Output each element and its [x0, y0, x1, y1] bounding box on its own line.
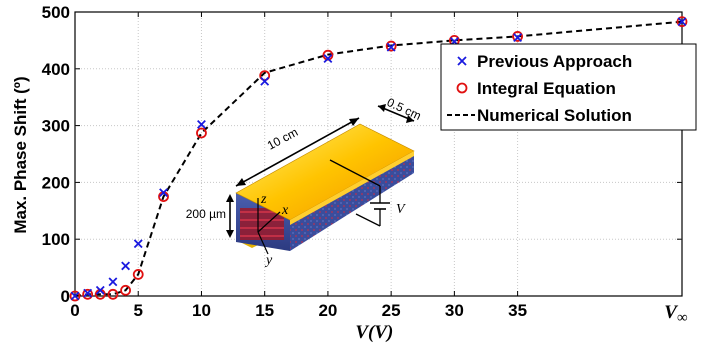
y-tick-label: 0: [61, 287, 70, 306]
x-tick-label: 0: [70, 301, 79, 320]
x-tick-label: 30: [445, 301, 464, 320]
inset-x-label: x: [281, 203, 289, 218]
y-tick-label: 200: [42, 173, 70, 192]
series-previous-approach: [70, 17, 687, 301]
inset-front-hatch: [240, 211, 284, 237]
series-numerical-solution: [74, 20, 683, 297]
legend-box: [440, 43, 697, 131]
inset-y-axis: [257, 231, 269, 255]
inset-y-label: y: [264, 253, 273, 268]
y-tick-label: 300: [42, 117, 70, 136]
x-tick-label-infinity: V∞: [664, 302, 687, 326]
y-tick-label: 500: [42, 3, 70, 22]
previous-approach-point: [159, 188, 168, 198]
inset-length-arrow: [235, 117, 360, 187]
integral-equation-point: [196, 127, 207, 139]
y-tick-label: 100: [42, 230, 70, 249]
previous-approach-point: [513, 33, 523, 42]
legend-label-numerical-solution: Numerical Solution: [477, 106, 632, 125]
legend-marker-integral-equation: [456, 82, 468, 94]
previous-approach-point: [133, 239, 143, 249]
previous-approach-point: [70, 291, 80, 301]
inset-voltage-label: V: [396, 202, 406, 217]
x-tick-label: 5: [133, 301, 142, 320]
x-tick-label: 10: [192, 301, 211, 320]
inset-length-arrow-head-b: [349, 118, 359, 126]
integral-equation-point: [82, 288, 94, 300]
inset-width-arrow-head-a: [378, 104, 386, 112]
previous-approach-point: [197, 120, 206, 129]
inset-wire-top: [329, 159, 381, 187]
x-tick-label: 35: [508, 301, 527, 320]
inset-thickness-arrow-head-a: [226, 194, 234, 202]
inset-thickness-arrow-head-b: [226, 230, 234, 238]
x-axis-label-var: V: [355, 322, 369, 343]
integral-equation-point: [385, 40, 397, 52]
previous-approach-point: [121, 261, 131, 271]
inset-side-face: [290, 151, 414, 251]
integral-equation-point: [676, 16, 688, 28]
previous-approach-point: [83, 288, 93, 298]
legend: Previous Approach Integral Equation Numeri…: [440, 43, 697, 131]
legend-label-previous-approach: Previous Approach: [477, 52, 632, 71]
inset-length-arrow-head-a: [236, 178, 246, 186]
x-axis-label: V (V): [355, 322, 393, 343]
inset-z-label: z: [260, 192, 267, 207]
integral-equation-point: [107, 288, 119, 300]
integral-equation-point: [120, 284, 131, 296]
numerical-solution-line: [74, 20, 683, 297]
x-tick-label: 25: [382, 301, 401, 320]
inset-width-arrow-head-b: [406, 115, 414, 123]
inset-x-axis: [257, 211, 281, 233]
x-axis-label-unit: (V): [368, 322, 393, 343]
previous-approach-point: [95, 285, 105, 295]
previous-approach-point: [323, 54, 333, 64]
integral-equation-point: [69, 290, 81, 302]
inset-thickness-label: 200 µm: [186, 207, 226, 221]
previous-approach-point: [260, 76, 270, 86]
previous-approach-point: [677, 17, 687, 27]
previous-approach-point: [386, 42, 396, 52]
x-tick-label: 15: [255, 301, 274, 320]
legend-label-integral-equation: Integral Equation: [477, 79, 616, 98]
x-tick-label: 20: [318, 301, 337, 320]
inset-side-strip: [290, 151, 414, 225]
inset-wire-return: [355, 213, 381, 227]
previous-approach-point: [108, 277, 118, 287]
legend-marker-previous-approach: [457, 56, 467, 66]
integral-equation-point: [512, 31, 524, 42]
y-tick-label: 400: [42, 60, 70, 79]
integral-equation-point: [132, 269, 144, 280]
y-axis-label: Max. Phase Shift (º): [11, 76, 30, 233]
